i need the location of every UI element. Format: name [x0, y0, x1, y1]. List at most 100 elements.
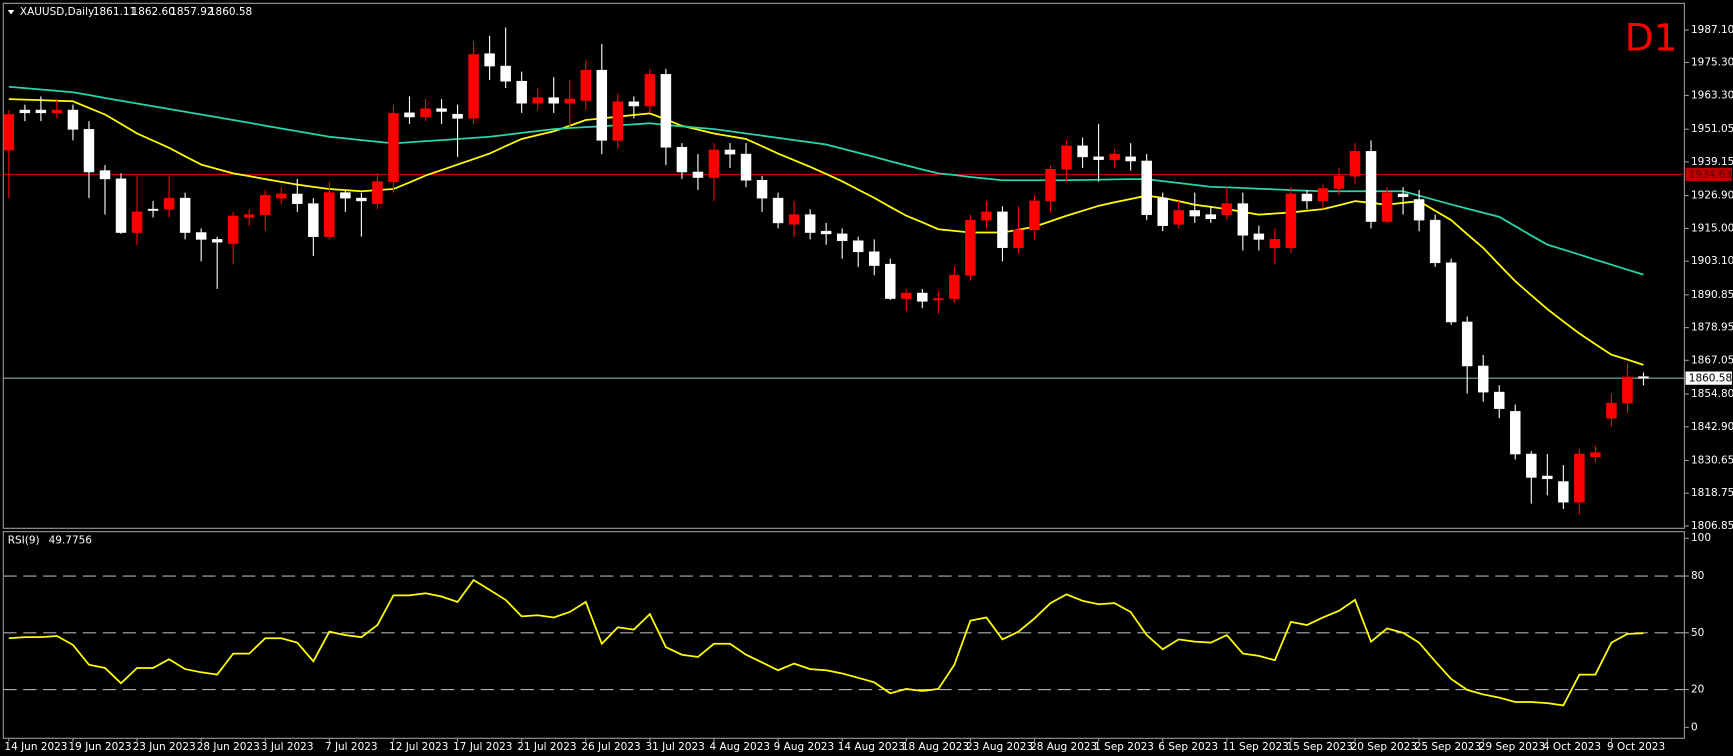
candle-body [1077, 145, 1088, 158]
candle-body [756, 179, 768, 199]
x-tick-label: 28 Jun 2023 [197, 741, 260, 753]
candle-body [468, 54, 479, 119]
candle-body [420, 108, 431, 118]
candle-body [917, 292, 928, 302]
candle-body [372, 181, 383, 204]
candle-body [19, 109, 31, 114]
x-tick-label: 6 Sep 2023 [1158, 741, 1218, 753]
candle-body [580, 69, 592, 101]
candle-body [1445, 262, 1457, 323]
x-tick-label: 25 Sep 2023 [1415, 741, 1481, 753]
candle-body [933, 298, 944, 301]
candle-body [1253, 233, 1265, 240]
x-tick-label: 12 Jul 2023 [389, 741, 448, 753]
menu-arrow [7, 9, 15, 15]
price-plot [3, 27, 1685, 515]
candle-body [1317, 188, 1329, 202]
candle-body [868, 251, 880, 266]
candle-body [324, 192, 335, 237]
x-tick-label: 28 Aug 2023 [1030, 741, 1097, 753]
candle-body [788, 214, 800, 225]
candle-body [740, 153, 752, 181]
x-tick-label: 31 Jul 2023 [645, 741, 704, 753]
candle-body [195, 232, 207, 240]
candle-body [676, 146, 688, 173]
x-tick-label: 17 Jul 2023 [453, 741, 512, 753]
candle-body [1221, 203, 1233, 215]
y-tick-label: 1963.30 [1691, 90, 1733, 102]
y-tick-label: 0 [1691, 721, 1698, 733]
x-tick-label: 1 Sep 2023 [1094, 741, 1154, 753]
candle-body [804, 214, 816, 233]
candle-body [772, 197, 784, 224]
candle-body [1269, 239, 1281, 248]
candle-body [516, 80, 527, 104]
y-tick-label: 50 [1691, 627, 1704, 639]
close-label: 1860.58 [209, 6, 252, 18]
y-tick-label: 1878.95 [1691, 322, 1733, 334]
candle-body [1109, 153, 1120, 160]
rsi-last-value: 49.7756 [49, 534, 93, 546]
y-tick-label: 1830.65 [1691, 454, 1733, 466]
x-tick-label: 14 Jun 2023 [4, 741, 67, 753]
candle-body [1558, 481, 1569, 503]
candle-body [981, 211, 992, 221]
x-tick-label: 21 Jul 2023 [517, 741, 576, 753]
y-tick-label: 1818.75 [1691, 487, 1733, 499]
y-tick-label: 1890.85 [1691, 289, 1733, 301]
candle-body [1397, 193, 1409, 198]
rsi-line [8, 578, 1644, 707]
y-tick-label: 1806.85 [1691, 520, 1733, 532]
candle-body [965, 219, 976, 276]
candle-body [1461, 321, 1473, 367]
candle-body [692, 171, 704, 178]
y-tick-label: 1939.15 [1691, 156, 1733, 168]
candle-body [612, 101, 624, 141]
candle-body [660, 74, 672, 148]
x-tick-label: 11 Sep 2023 [1222, 741, 1288, 753]
candle-body [67, 109, 79, 130]
candle-body [452, 113, 463, 119]
high-label: 1862.60 [132, 6, 175, 18]
candle-body [35, 109, 47, 114]
candle-body [1093, 156, 1104, 160]
candle-body [1125, 156, 1136, 162]
candle-body [1285, 193, 1297, 248]
symbol-title: XAUUSD,Daily [20, 6, 94, 18]
candle-body [356, 197, 367, 202]
price-panel-frame [2, 2, 1685, 529]
y-tick-label: 1975.30 [1691, 56, 1733, 68]
candle-body [163, 197, 175, 210]
y-tick-label: 1842.90 [1691, 421, 1733, 433]
candle-body [1349, 151, 1361, 177]
candle-body [1365, 151, 1377, 222]
candle-body [820, 230, 832, 235]
candle-body [949, 274, 960, 299]
candle-body [1429, 219, 1441, 264]
candle-body [1510, 411, 1521, 455]
candle-body [644, 74, 656, 107]
candle-body [564, 98, 575, 104]
x-tick-label: 29 Sep 2023 [1479, 741, 1545, 753]
price-level-box [1685, 167, 1732, 182]
candle-body [836, 233, 848, 242]
price-level-box [1685, 371, 1732, 385]
y-tick-label: 100 [1691, 532, 1711, 544]
candle-body [276, 193, 287, 199]
y-tick-label: 1987.10 [1691, 24, 1733, 36]
candle-body [1622, 376, 1633, 404]
timeframe-label: D1 [1625, 15, 1678, 59]
candle-body [852, 240, 864, 253]
candle-body [1381, 192, 1393, 222]
y-tick-label: 1915.00 [1691, 222, 1733, 234]
candle-body [404, 112, 415, 118]
candle-body [3, 114, 15, 151]
open-label: 1861.11 [93, 6, 136, 18]
candle-body [596, 69, 608, 141]
candle-body [1157, 197, 1168, 226]
candle-body [1301, 193, 1313, 202]
candle-body [1237, 203, 1249, 236]
candle-body [179, 197, 191, 233]
candle-body [500, 65, 511, 82]
